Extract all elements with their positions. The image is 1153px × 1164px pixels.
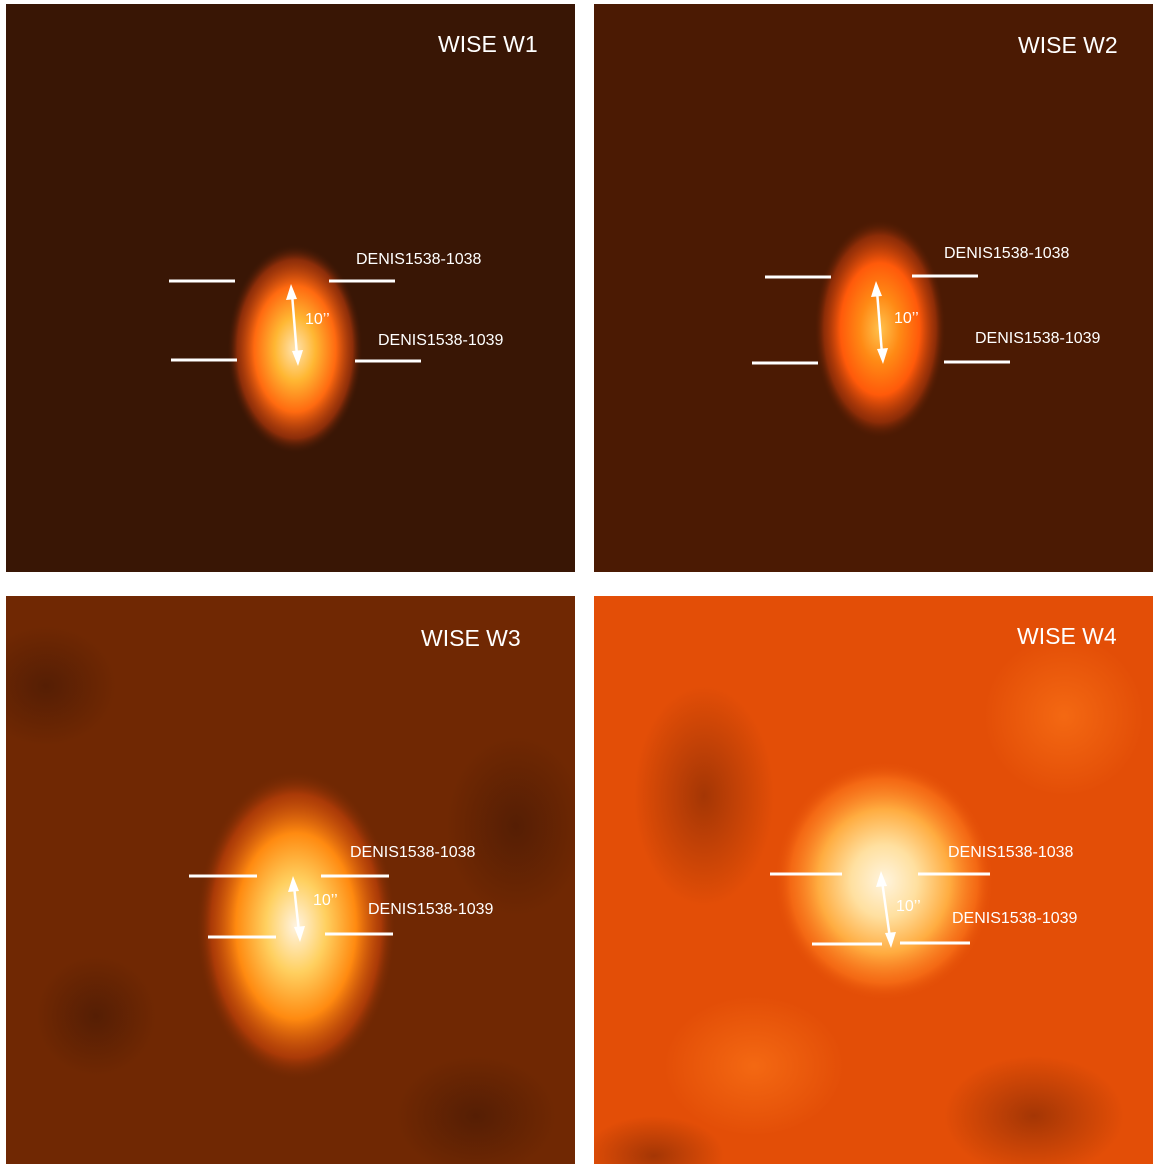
wise-w3-panel: WISE W3 DENIS1538-1038 DENIS1538-1039 10… [6,596,575,1164]
separation-label: 10’’ [894,310,919,327]
source-label-lower: DENIS1538-1039 [975,330,1101,347]
source-label-upper: DENIS1538-1038 [948,844,1074,861]
wise-w2-image [594,4,1153,572]
wise-w4-image [594,596,1153,1164]
wise-w3-source-glow [196,771,396,1081]
separation-arrow [286,284,303,366]
source-label-lower: DENIS1538-1039 [952,910,1078,927]
band-label: WISE W4 [1017,623,1117,649]
source-label-upper: DENIS1538-1038 [350,844,476,861]
band-label: WISE W3 [421,625,521,651]
source-label-lower: DENIS1538-1039 [378,332,504,349]
wise-w3-image [6,596,575,1164]
separation-label: 10’’ [896,898,921,915]
wise-w1-image [6,4,575,572]
source-label-upper: DENIS1538-1038 [944,245,1070,262]
separation-arrow [288,876,305,942]
wise-w1-source-glow [227,244,363,454]
separation-arrow [871,281,888,364]
source-label-lower: DENIS1538-1039 [368,901,494,918]
band-label: WISE W2 [1018,32,1118,58]
source-label-upper: DENIS1538-1038 [356,251,482,268]
separation-arrow [876,871,896,948]
wise-w1-panel: WISE W1 DENIS1538-1038 DENIS1538-1039 10… [6,4,575,572]
band-label: WISE W1 [438,31,538,57]
separation-label: 10’’ [313,892,338,909]
wise-w4-panel: WISE W4 DENIS1538-1038 DENIS1538-1039 10… [594,596,1153,1164]
wise-w2-panel: WISE W2 DENIS1538-1038 DENIS1538-1039 10… [594,4,1153,572]
separation-label: 10’’ [305,311,330,328]
